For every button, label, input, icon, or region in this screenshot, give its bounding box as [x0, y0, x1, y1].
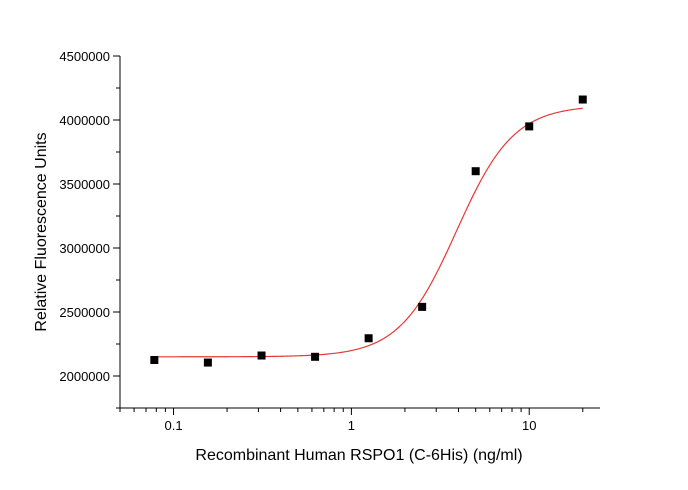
x-tick-label: 0.1 [164, 418, 182, 433]
data-point [311, 352, 320, 361]
y-tick-label: 2000000 [59, 369, 110, 384]
data-point [203, 358, 212, 367]
data-point [578, 95, 587, 104]
data-points-layer [150, 95, 587, 367]
y-tick-label: 3000000 [59, 241, 110, 256]
y-axis: 2000000 2500000 3000000 3500000 4000000 45000… [59, 49, 121, 409]
y-tick-label: 4000000 [59, 113, 110, 128]
x-axis-title: Recombinant Human RSPO1 (C-6His) (ng/ml) [195, 447, 522, 464]
data-point [471, 167, 480, 176]
data-point [257, 351, 266, 360]
x-tick-label: 1 [348, 418, 355, 433]
data-point [418, 302, 427, 311]
y-axis-title: Relative Fluorescence Units [33, 132, 50, 331]
y-tick-label: 3500000 [59, 177, 110, 192]
fit-curve [154, 107, 583, 358]
fit-curve-layer [154, 107, 583, 358]
x-axis: 0.1 1 10 [119, 407, 600, 433]
data-point [364, 334, 373, 343]
data-point [150, 356, 159, 364]
x-tick-label: 10 [522, 418, 536, 433]
data-point [525, 122, 534, 131]
y-tick-label: 4500000 [59, 49, 110, 64]
y-tick-label: 2500000 [59, 305, 110, 320]
